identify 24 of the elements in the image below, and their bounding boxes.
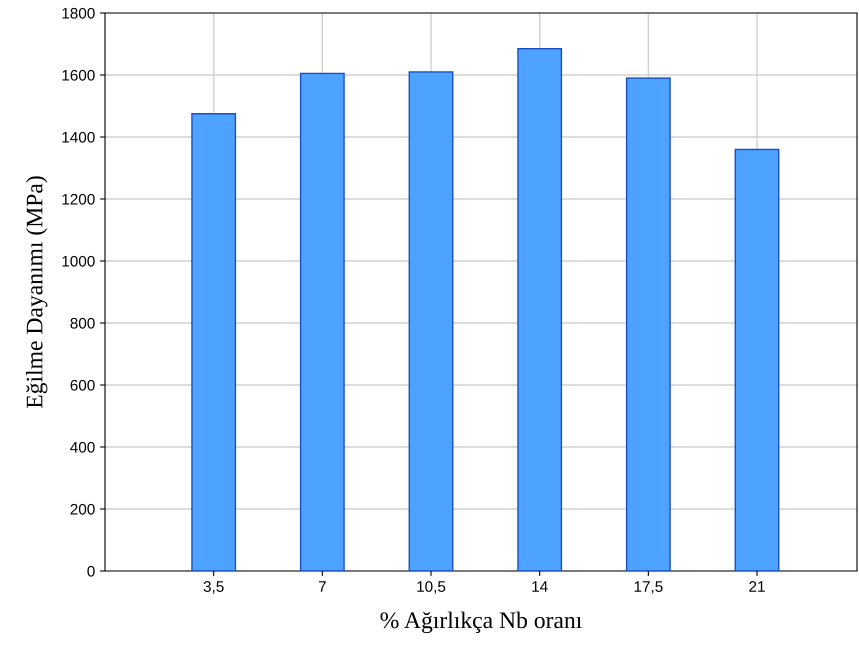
y-axis-title: Eğilme Dayanımı (MPa) xyxy=(26,176,48,408)
y-tick-label: 1200 xyxy=(62,194,95,205)
bar xyxy=(191,113,236,571)
y-tick-label: 1000 xyxy=(62,256,95,267)
y-tick-label: 200 xyxy=(70,504,95,515)
x-tick-label: 21 xyxy=(749,581,765,592)
x-tick-label: 3,5 xyxy=(204,581,224,594)
y-tick-label: 600 xyxy=(70,380,95,391)
x-axis-title: % Ağırlıkça Nb oranı xyxy=(380,612,582,634)
bar xyxy=(517,48,562,571)
y-tick-label: 800 xyxy=(70,318,95,329)
x-tick-label: 17,5 xyxy=(634,581,663,594)
bar xyxy=(734,148,780,571)
x-tick-label: 7 xyxy=(318,581,326,592)
y-tick-label: 1600 xyxy=(62,70,95,81)
bar xyxy=(408,71,454,571)
y-tick-label: 400 xyxy=(70,442,95,453)
x-tick-label: 14 xyxy=(532,581,548,592)
y-tick-label: 1800 xyxy=(62,8,95,19)
bar xyxy=(300,72,345,571)
x-tick-label: 10,5 xyxy=(417,581,446,594)
y-tick-label: 1400 xyxy=(62,132,95,143)
y-tick-label: 0 xyxy=(87,566,95,577)
bar xyxy=(626,77,671,571)
